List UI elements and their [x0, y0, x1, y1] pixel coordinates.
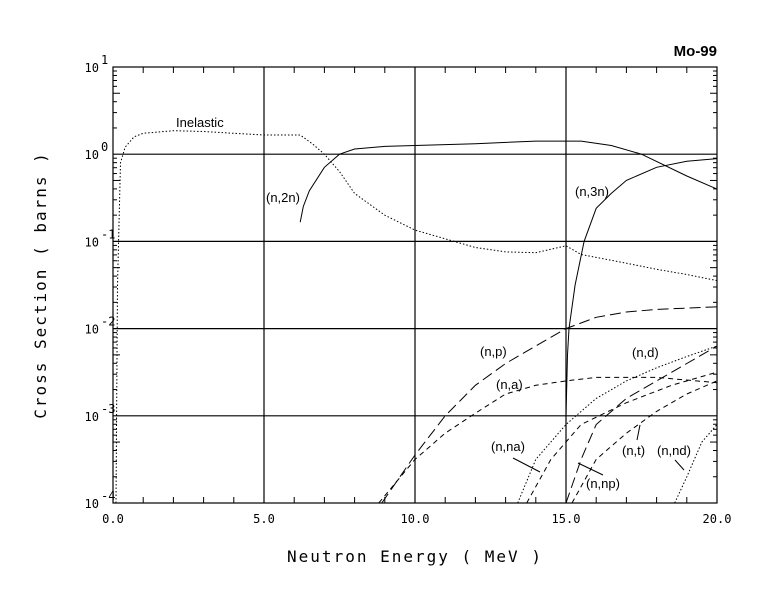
- series-label: (n,2n): [266, 190, 300, 205]
- y-tick-label-exponent: -2: [101, 315, 115, 329]
- series-line-nna: [526, 371, 718, 504]
- series-line-nd: [517, 345, 718, 504]
- label-leader-line: [577, 462, 604, 476]
- series-line-nt: [571, 380, 718, 504]
- y-tick-label-exponent: 1: [101, 53, 108, 67]
- series-line-n2n: [299, 140, 718, 223]
- series-line-np: [381, 306, 718, 504]
- series-label: (n,d): [632, 345, 659, 360]
- y-tick-label-exponent: -3: [101, 402, 115, 416]
- y-tick-label-exponent: 0: [101, 140, 108, 154]
- y-tick-label-exponent: -4: [101, 489, 115, 503]
- series-label: (n,a): [496, 377, 523, 392]
- series-group: [115, 130, 718, 504]
- label-leader-line: [512, 457, 541, 473]
- series-labels: Inelastic (n,2n) (n,3n) (n,p) (n,a) (n,d) (n,n…: [176, 115, 691, 491]
- series-line-na: [378, 376, 718, 504]
- plot-frame: [112, 66, 718, 504]
- x-tick-label: 10.0: [401, 512, 430, 526]
- series-label: (n,np): [586, 476, 620, 491]
- series-label: (n,t): [622, 443, 645, 458]
- series-label: (n,p): [480, 344, 507, 359]
- label-leader-line: [674, 459, 685, 471]
- y-tick-label-base: 10: [85, 410, 99, 424]
- y-tick-label-base: 10: [85, 323, 99, 337]
- series-line-inelastic: [115, 130, 718, 504]
- series-label: (n,nd): [657, 443, 691, 458]
- chart-title: Mo-99: [674, 43, 717, 60]
- series-line-nnp: [565, 345, 718, 504]
- y-tick-label-exponent: -1: [101, 227, 115, 241]
- x-tick-label: 15.0: [552, 512, 581, 526]
- series-line-nnd: [674, 424, 718, 504]
- y-tick-label-base: 10: [85, 61, 99, 75]
- series-label: (n,3n): [575, 184, 609, 199]
- x-axis-label: Neutron Energy ( MeV ): [287, 547, 543, 566]
- x-tick-label: 20.0: [703, 512, 732, 526]
- label-leader-line: [636, 424, 641, 441]
- y-tick-label-base: 10: [85, 235, 99, 249]
- y-tick-label-base: 10: [85, 148, 99, 162]
- series-label: (n,na): [491, 439, 525, 454]
- series-line-n3n: [565, 158, 718, 416]
- x-tick-label: 0.0: [102, 512, 124, 526]
- x-tick-label: 5.0: [253, 512, 275, 526]
- grid: [113, 67, 717, 503]
- y-tick-label-base: 10: [85, 497, 99, 511]
- series-label: Inelastic: [176, 115, 224, 130]
- y-axis-label: Cross Section ( barns ): [31, 151, 50, 419]
